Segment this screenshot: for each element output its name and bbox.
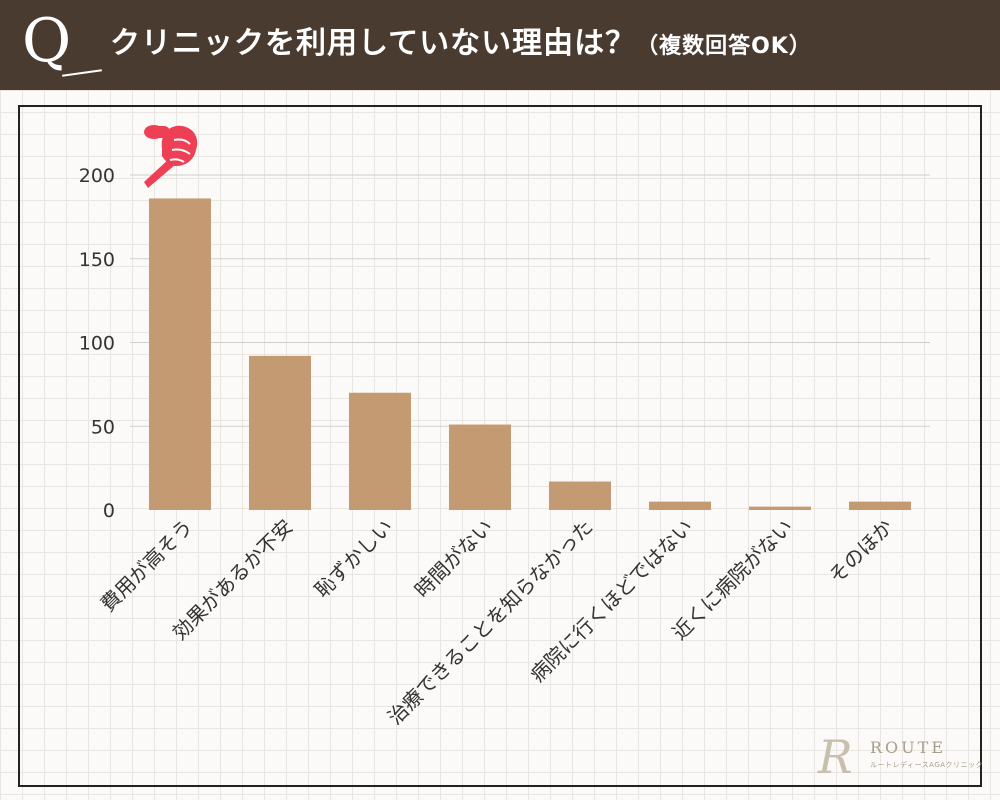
route-logo-mark: R [818, 730, 853, 784]
route-logo-text: ROUTE [870, 738, 946, 757]
bar [149, 198, 211, 510]
x-tick-label: そのほか [824, 515, 898, 589]
y-tick-label: 100 [79, 333, 115, 355]
header-bar: Q クリニックを利用していない理由は？（複数回答OK） [0, 0, 1000, 90]
title-subtext: （複数回答OK） [636, 34, 812, 59]
x-tick-label: 費用が高そう [96, 515, 198, 617]
bar [449, 424, 511, 510]
x-tick-label: 恥ずかしい [310, 515, 398, 603]
page-title: クリニックを利用していない理由は？（複数回答OK） [110, 22, 812, 69]
bar [849, 501, 911, 510]
y-tick-label: 150 [79, 249, 115, 271]
bar [749, 506, 811, 510]
route-logo-tagline: ルートレディースAGAクリニック [870, 761, 984, 769]
x-tick-label: 時間がない [410, 515, 498, 603]
y-tick-label: 50 [91, 416, 115, 438]
bar [349, 392, 411, 510]
y-tick-label: 200 [79, 165, 115, 187]
title-text: クリニックを利用していない理由は？ [110, 26, 637, 61]
bar [249, 355, 311, 510]
bar [649, 501, 711, 510]
q-mark: Q [22, 6, 72, 76]
bar [549, 481, 611, 510]
pointing-hand-icon [144, 125, 198, 188]
x-tick-label: 治療できることを知らなかった [383, 515, 598, 730]
x-tick-label: 病院に行くほどではない [525, 515, 697, 687]
y-tick-label: 0 [103, 500, 115, 522]
chart-panel [18, 105, 982, 787]
